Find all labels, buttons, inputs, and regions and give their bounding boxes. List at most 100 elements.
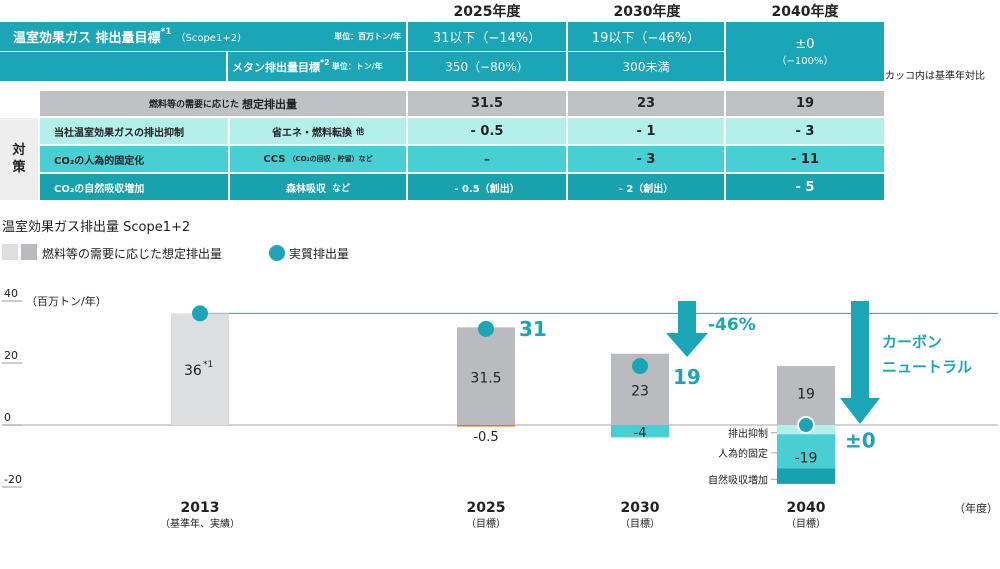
measures-side-label-1: 対 [12,143,26,158]
measure-row-absorb-method: 森林吸収 など [230,174,406,200]
assumed-emissions-header-big: 想定排出量 [242,97,297,111]
reduction-arrow-2040 [840,301,880,424]
measure-row-suppress-method-small: 他 [356,126,364,136]
reduction-bar-2025 [457,425,515,427]
assumed-emissions-2040: 19 [726,91,884,116]
ghg-target-label-cell: 温室効果ガス 排出量目標 *1 （Scope1+2） 単位：百万トン/年 [0,22,406,51]
x-category-sublabel: （目標） [466,517,506,530]
ghg-target-2030: 19以下（−46%） [568,22,724,51]
breakdown-label: 排出抑制 [728,427,768,440]
measure-row-absorb-method-text: 森林吸収 [285,183,326,195]
measure-row-suppress-category: 当社温室効果ガスの排出抑制 [40,118,228,144]
target-2040-value: ±0 [795,36,815,52]
ghg-target-scope: （Scope1+2） [175,33,248,44]
net-emission-dot [478,320,494,337]
reduction-pct-label: -46% [708,315,756,335]
x-category-label: 2030 [621,500,660,516]
y-tick-label: -20 [4,473,22,486]
measure-row-suppress-method-text: 省エネ・燃料転換 [272,127,352,139]
x-category-sublabel: （基準年、実績） [160,517,240,530]
legend-swatch-light [2,244,18,260]
y-tick-label: 20 [4,349,18,362]
measure-row-fix-method-text: CCS [263,153,286,165]
year-header-2040: 2040年度 [771,4,839,20]
ghg-target-note: *1 [160,26,172,37]
measure-row-absorb-method-small: など [331,183,350,194]
y-tick-label: 40 [4,287,18,300]
measure-row-fix-method: CCS （CO₂の回収・貯留）など [230,146,406,172]
neutral-label-line1: カーボン [882,333,942,351]
net-label: 31 [519,317,547,341]
assumed-emissions-header: 燃料等の需要に応じた 想定排出量 [40,91,406,116]
x-unit-label: （年度） [954,501,998,515]
x-category-sublabel: （目標） [786,517,826,530]
measure-row-fix-category: CO₂の人為的固定化 [40,146,228,172]
paren-note: カッコ内は基準年対比 [885,71,985,82]
assumed-emission-bar [457,327,515,425]
reduction-label: -0.5 [473,430,498,445]
legend-dot-label: 実質排出量 [289,247,350,261]
x-category-label: 2040 [787,500,826,516]
x-category-label: 2025 [467,500,506,516]
bar-label: 19 [797,386,815,402]
reduction-arrow-2030 [666,301,708,357]
net-emission-dot [632,358,648,375]
y-tick-label: 0 [4,411,11,424]
measure-row-suppress-method: 省エネ・燃料転換 他 [230,118,406,144]
methane-target-unit: 単位：トン/年 [331,62,383,71]
measures-side-label-2: 策 [12,160,26,175]
target-2040-pct: （−100%） [776,55,834,67]
measure-row-absorb-2030: - 2（創出） [568,174,724,200]
bar-label: 23 [631,383,649,399]
methane-target-2025: 350（−80%） [408,52,566,81]
measure-row-suppress-2025: - 0.5 [408,118,566,144]
ghg-target-2025: 31以下（−14%） [408,22,566,51]
measure-row-absorb-2025: - 0.5（創出） [408,174,566,200]
assumed-emission-bar [777,366,835,425]
measure-row-suppress-2030: - 1 [568,118,724,144]
measure-row-absorb-category: CO₂の自然吸収増加 [40,174,228,200]
measure-row-fix-2025: – [408,146,566,172]
assumed-emissions-2025: 31.5 [408,91,566,116]
measure-row-fix-2040: - 11 [726,146,884,172]
measure-row-suppress-2040: - 3 [726,118,884,144]
year-header-2030: 2030年度 [613,4,681,20]
y-unit-label: （百万トン/年） [26,294,107,308]
methane-target-label-cell: メタン排出量目標 *2 単位：トン/年 [228,52,406,81]
reduction-bar-2040-segment [777,468,835,484]
year-header-2025: 2025年度 [453,4,521,20]
legend-dot [269,245,285,261]
legend-swatch-gray [21,244,37,260]
bar-label-note: *1 [203,360,213,370]
net-emission-dot [797,416,815,434]
breakdown-label: 自然吸収増加 [708,473,768,486]
ghg-target-unit: 単位：百万トン/年 [334,32,401,41]
assumed-emissions-header-small: 燃料等の需要に応じた [148,100,239,110]
neutral-label-line2: ニュートラル [882,358,972,376]
legend-bars-label: 燃料等の需要に応じた想定排出量 [42,247,223,261]
x-category-sublabel: （目標） [620,517,660,530]
reduction-bar-2040-segment [777,434,835,469]
bar-label: 31.5 [470,370,501,386]
target-2040-cell: ±0 （−100%） [726,22,884,81]
methane-target-2030: 300未満 [568,52,724,81]
net-label: 19 [673,365,701,389]
bar-label: 36 [184,363,202,379]
methane-target-note: *2 [320,58,330,67]
methane-target-title: メタン排出量目標 [232,60,320,74]
x-category-label: 2013 [181,500,220,516]
chart-title: 温室効果ガス排出量 Scope1+2 [2,220,191,235]
reduction-label: -19 [795,451,818,467]
reduction-bar-2030 [611,425,669,438]
measures-side-label: 対 策 [0,118,38,200]
breakdown-label: 人為的固定 [718,447,768,460]
ghg-target-title: 温室効果ガス 排出量目標 [13,31,161,46]
measure-row-absorb-2040: - 5 [726,174,884,200]
net-label: ±0 [845,429,876,453]
measure-row-fix-method-small: （CO₂の回収・貯留）など [288,155,373,163]
measure-row-fix-2030: - 3 [568,146,724,172]
reduction-label: -4 [634,426,647,441]
assumed-emissions-2030: 23 [568,91,724,116]
assumed-emission-bar [171,313,229,425]
